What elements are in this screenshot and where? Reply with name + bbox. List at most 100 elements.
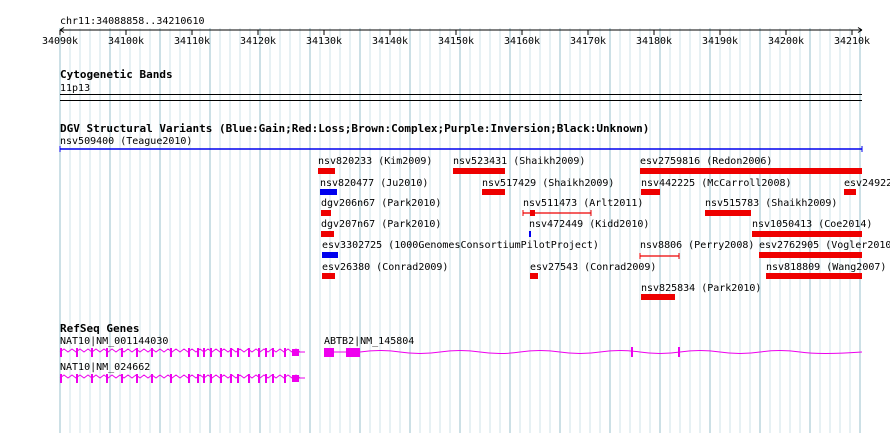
- gene-exon[interactable]: [272, 348, 274, 357]
- gene-exon[interactable]: [121, 374, 123, 383]
- gene-exon[interactable]: [220, 348, 222, 357]
- gene-exon[interactable]: [91, 348, 93, 357]
- dgv-feature-label[interactable]: nsv820233 (Kim2009): [318, 156, 432, 167]
- gene-exon[interactable]: [91, 374, 93, 383]
- dgv-feature-bar[interactable]: [641, 294, 675, 300]
- gene-exon[interactable]: [106, 374, 108, 383]
- gene-exon[interactable]: [248, 348, 250, 357]
- dgv-feature-bar[interactable]: [530, 273, 538, 279]
- dgv-feature-bar[interactable]: [752, 231, 862, 237]
- dgv-feature-bar[interactable]: [641, 189, 660, 195]
- dgv-feature-bar[interactable]: [705, 210, 751, 216]
- gene-exon[interactable]: [265, 374, 267, 383]
- gene-exon[interactable]: [197, 348, 199, 357]
- gene-exon[interactable]: [292, 349, 299, 356]
- dgv-feature-bar[interactable]: [640, 168, 862, 174]
- ruler-tick-label: 34140k: [372, 36, 408, 47]
- gene-exon[interactable]: [121, 348, 123, 357]
- ruler-tick-label: 34190k: [702, 36, 738, 47]
- gene-exon[interactable]: [237, 374, 239, 383]
- dgv-feature-bar[interactable]: [844, 189, 856, 195]
- gene-exon[interactable]: [197, 374, 199, 383]
- ruler-tick-label: 34170k: [570, 36, 606, 47]
- dgv-feature-label[interactable]: nsv523431 (Shaikh2009): [453, 156, 585, 167]
- dgv-feature-label[interactable]: nsv825834 (Park2010): [641, 283, 761, 294]
- gene-exon[interactable]: [188, 374, 190, 383]
- dgv-feature-bar[interactable]: [320, 189, 337, 195]
- dgv-feature-label[interactable]: dgv207n67 (Park2010): [321, 219, 441, 230]
- dgv-feature-label[interactable]: nsv820477 (Ju2010): [320, 178, 428, 189]
- gene-exon[interactable]: [324, 348, 334, 357]
- dgv-feature-label[interactable]: esv3302725 (1000GenomesConsortiumPilotPr…: [322, 240, 599, 251]
- dgv-feature-label[interactable]: esv2762905 (Vogler2010: [759, 240, 890, 251]
- gene-exon[interactable]: [678, 347, 680, 357]
- gene-exon[interactable]: [284, 374, 286, 383]
- dgv-feature-bar[interactable]: [482, 189, 505, 195]
- gene-exon[interactable]: [151, 348, 153, 357]
- gene-exon[interactable]: [106, 348, 108, 357]
- gene-exon[interactable]: [60, 374, 62, 383]
- gene-exon[interactable]: [292, 375, 299, 382]
- dgv-feature-label[interactable]: dgv206n67 (Park2010): [321, 198, 441, 209]
- dgv-feature-bar[interactable]: [530, 210, 535, 216]
- dgv-feature-label[interactable]: nsv472449 (Kidd2010): [529, 219, 649, 230]
- dgv-feature-label[interactable]: nsv442225 (McCarroll2008): [641, 178, 792, 189]
- gene-exon[interactable]: [60, 348, 62, 357]
- dgv-feature-label[interactable]: esv26380 (Conrad2009): [322, 262, 448, 273]
- gene-label[interactable]: NAT10|NM_024662: [60, 362, 150, 373]
- gene-exon[interactable]: [265, 348, 267, 357]
- gene-exon[interactable]: [272, 374, 274, 383]
- gene-exon[interactable]: [230, 348, 232, 357]
- gene-exon[interactable]: [230, 374, 232, 383]
- dgv-feature-bar[interactable]: [766, 273, 862, 279]
- dgv-feature-label[interactable]: esv24922: [844, 178, 890, 189]
- dgv-feature-label[interactable]: nsv818809 (Wang2007): [766, 262, 886, 273]
- gene-exon[interactable]: [631, 347, 633, 357]
- gene-exon[interactable]: [210, 374, 212, 383]
- gene-exon[interactable]: [136, 374, 138, 383]
- ruler-tick-label: 34090k: [42, 36, 78, 47]
- gene-exon[interactable]: [76, 348, 78, 357]
- gene-exon[interactable]: [76, 374, 78, 383]
- dgv-top-label[interactable]: nsv509400 (Teague2010): [60, 136, 192, 147]
- dgv-feature-bar[interactable]: [453, 168, 505, 174]
- dgv-feature-label[interactable]: nsv517429 (Shaikh2009): [482, 178, 614, 189]
- dgv-feature-label[interactable]: esv2759816 (Redon2006): [640, 156, 772, 167]
- gene-exon[interactable]: [170, 348, 172, 357]
- gene-exon[interactable]: [210, 348, 212, 357]
- ruler-tick-label: 34180k: [636, 36, 672, 47]
- gene-exon[interactable]: [220, 374, 222, 383]
- dgv-feature-bar[interactable]: [529, 231, 531, 237]
- dgv-feature-bar[interactable]: [318, 168, 335, 174]
- dgv-feature-label[interactable]: esv27543 (Conrad2009): [530, 262, 656, 273]
- dgv-feature-bar[interactable]: [322, 273, 335, 279]
- gene-label[interactable]: ABTB2|NM_145804: [324, 336, 414, 347]
- gene-exon[interactable]: [203, 348, 205, 357]
- dgv-feature-bar[interactable]: [322, 252, 338, 258]
- gene-exon[interactable]: [284, 348, 286, 357]
- dgv-feature-bar[interactable]: [321, 210, 331, 216]
- cytoband-track-title[interactable]: Cytogenetic Bands: [60, 68, 173, 81]
- gene-label[interactable]: NAT10|NM_001144030: [60, 336, 168, 347]
- dgv-track-title[interactable]: DGV Structural Variants (Blue:Gain;Red:L…: [60, 122, 649, 135]
- ruler-ticks: 34090k 34100k 34110k 34120k 34130k 34140k 3415…: [42, 30, 870, 47]
- gene-exon[interactable]: [151, 374, 153, 383]
- gene-exon[interactable]: [346, 348, 360, 357]
- dgv-feature-bar[interactable]: [321, 231, 334, 237]
- gene-exon[interactable]: [170, 374, 172, 383]
- gene-exon[interactable]: [188, 348, 190, 357]
- gene-exon[interactable]: [258, 348, 260, 357]
- gene-exon[interactable]: [136, 348, 138, 357]
- dgv-feature-label[interactable]: nsv511473 (Arlt2011): [523, 198, 643, 209]
- gene-exon[interactable]: [258, 374, 260, 383]
- dgv-feature-label[interactable]: nsv515783 (Shaikh2009): [705, 198, 837, 209]
- gene-exon[interactable]: [237, 348, 239, 357]
- dgv-feature-label[interactable]: nsv8806 (Perry2008): [640, 240, 754, 251]
- gene-exon[interactable]: [203, 374, 205, 383]
- dgv-feature-bar[interactable]: [759, 252, 862, 258]
- region-label: chr11:34088858..34210610: [60, 16, 205, 27]
- gene-exon[interactable]: [248, 374, 250, 383]
- dgv-feature-label[interactable]: nsv1050413 (Coe2014): [752, 219, 872, 230]
- refseq-track-title[interactable]: RefSeq Genes: [60, 322, 139, 335]
